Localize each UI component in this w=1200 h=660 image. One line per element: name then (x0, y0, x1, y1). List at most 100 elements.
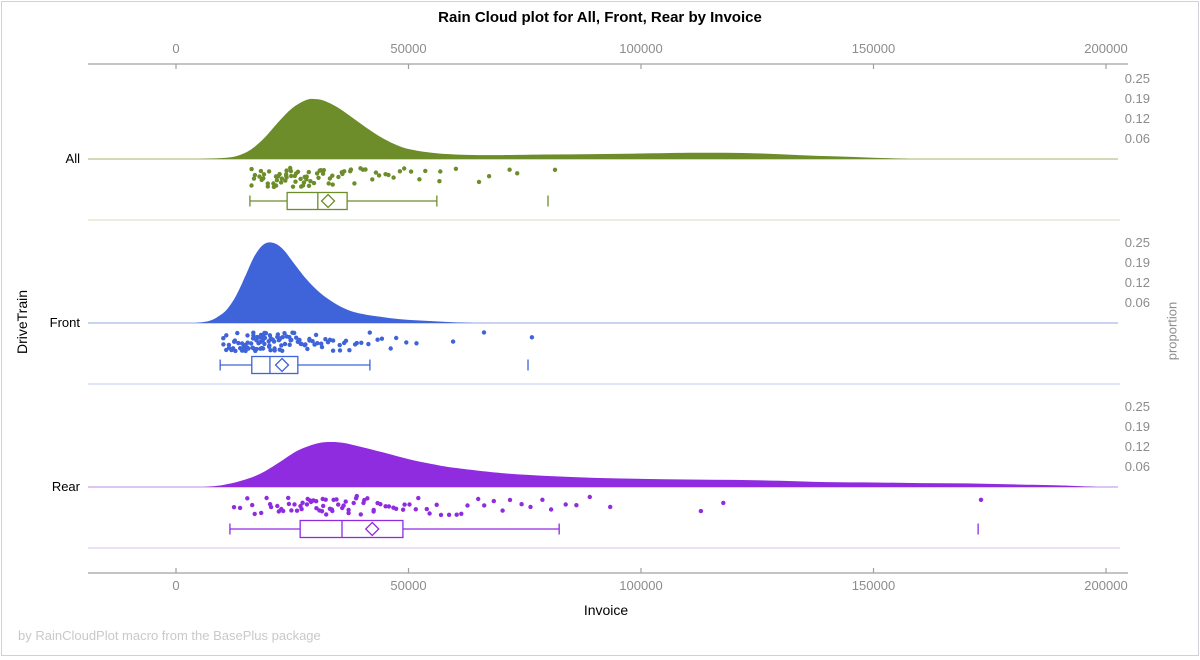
rain-point (500, 508, 505, 513)
rain-point (574, 503, 579, 508)
rain-point (341, 503, 346, 508)
mean-diamond (364, 521, 380, 537)
category-label-front: Front (49, 315, 80, 330)
rain-point (427, 511, 432, 516)
rain-point (434, 502, 439, 507)
proportion-tick-label: 0.25 (1124, 399, 1150, 414)
rain-point (348, 167, 354, 172)
rain-point (305, 346, 310, 352)
rain-point (262, 341, 267, 347)
rain-point (308, 498, 313, 503)
proportion-tick-label: 0.25 (1124, 71, 1150, 86)
rain-point (252, 511, 257, 517)
rain-point (310, 339, 315, 344)
rain-point (353, 496, 359, 501)
rain-point (476, 496, 481, 502)
density-curve-front (194, 242, 474, 323)
rain-point (453, 166, 459, 171)
rain-point (303, 342, 308, 347)
top-tick-label: 150000 (851, 41, 896, 56)
rain-point (290, 184, 296, 189)
rain-points-rear (231, 493, 984, 518)
rain-point (267, 343, 272, 348)
rain-point (459, 511, 464, 516)
rain-point (221, 336, 226, 341)
rain-point (324, 512, 329, 517)
rain-point (378, 502, 383, 507)
boxplot-all (249, 191, 549, 211)
rain-point (252, 172, 258, 178)
rain-point (251, 176, 257, 181)
rain-point (354, 340, 359, 346)
bottom-tick-label: 200000 (1084, 578, 1128, 593)
rain-point (279, 176, 284, 181)
rain-point (370, 177, 375, 182)
rain-point (301, 180, 307, 185)
rain-point (481, 330, 487, 335)
rain-point (260, 346, 266, 351)
rain-point (465, 503, 470, 508)
rain-point (529, 335, 535, 340)
rain-point (308, 179, 313, 184)
rain-point (515, 171, 520, 176)
rain-point (268, 348, 273, 353)
rain-point (386, 172, 391, 178)
rain-point (292, 502, 297, 507)
rain-point (249, 183, 254, 188)
proportion-tick-label: 0.19 (1124, 91, 1150, 106)
rain-point (320, 171, 326, 176)
rain-point (266, 169, 272, 174)
rain-point (245, 333, 250, 338)
rain-point (246, 346, 251, 351)
rain-point (282, 331, 287, 336)
rain-point (268, 504, 274, 510)
rain-point (235, 330, 240, 336)
rain-point (393, 506, 399, 511)
x-axis-title: Invoice (583, 602, 629, 618)
chart-title: Rain Cloud plot for All, Front, Rear by … (438, 9, 762, 26)
proportion-tick-label: 0.12 (1124, 275, 1150, 290)
rain-point (274, 178, 280, 183)
rain-point (721, 500, 726, 506)
rain-point (297, 337, 302, 343)
rain-point (404, 340, 409, 345)
rain-point (280, 348, 285, 353)
rain-point (391, 175, 396, 180)
rain-point (408, 169, 414, 174)
bottom-frame-rule (2, 655, 1197, 656)
rain-point (446, 512, 452, 517)
rain-point (402, 502, 407, 507)
rain-point (311, 180, 317, 186)
rain-point (359, 340, 364, 345)
rain-point (343, 338, 349, 343)
rain-point (454, 512, 459, 517)
rain-point (273, 183, 279, 188)
rain-point (315, 341, 320, 346)
rain-point (552, 167, 558, 172)
rain-point (336, 174, 341, 180)
rain-point (346, 510, 351, 516)
rain-point (608, 504, 613, 510)
rain-point (278, 180, 284, 185)
proportion-tick-label: 0.06 (1124, 131, 1150, 146)
rain-point (476, 179, 482, 185)
rain-point (343, 499, 348, 504)
rain-point (281, 508, 286, 514)
rain-point (416, 495, 421, 501)
rain-point (277, 171, 282, 177)
bottom-tick-label: 150000 (851, 578, 896, 593)
rain-point (249, 166, 254, 172)
rain-point (318, 168, 323, 173)
rain-point (299, 506, 304, 512)
rain-point (373, 170, 379, 175)
rain-point (330, 173, 335, 178)
proportion-tick-label: 0.19 (1124, 419, 1150, 434)
rain-point (417, 177, 422, 182)
iqr-box (286, 191, 348, 211)
rain-point (286, 501, 292, 507)
rain-point (287, 342, 292, 347)
boxplot-rear (229, 519, 979, 539)
rain-point (330, 348, 336, 353)
rain-point (323, 337, 328, 342)
rain-point (587, 494, 592, 500)
